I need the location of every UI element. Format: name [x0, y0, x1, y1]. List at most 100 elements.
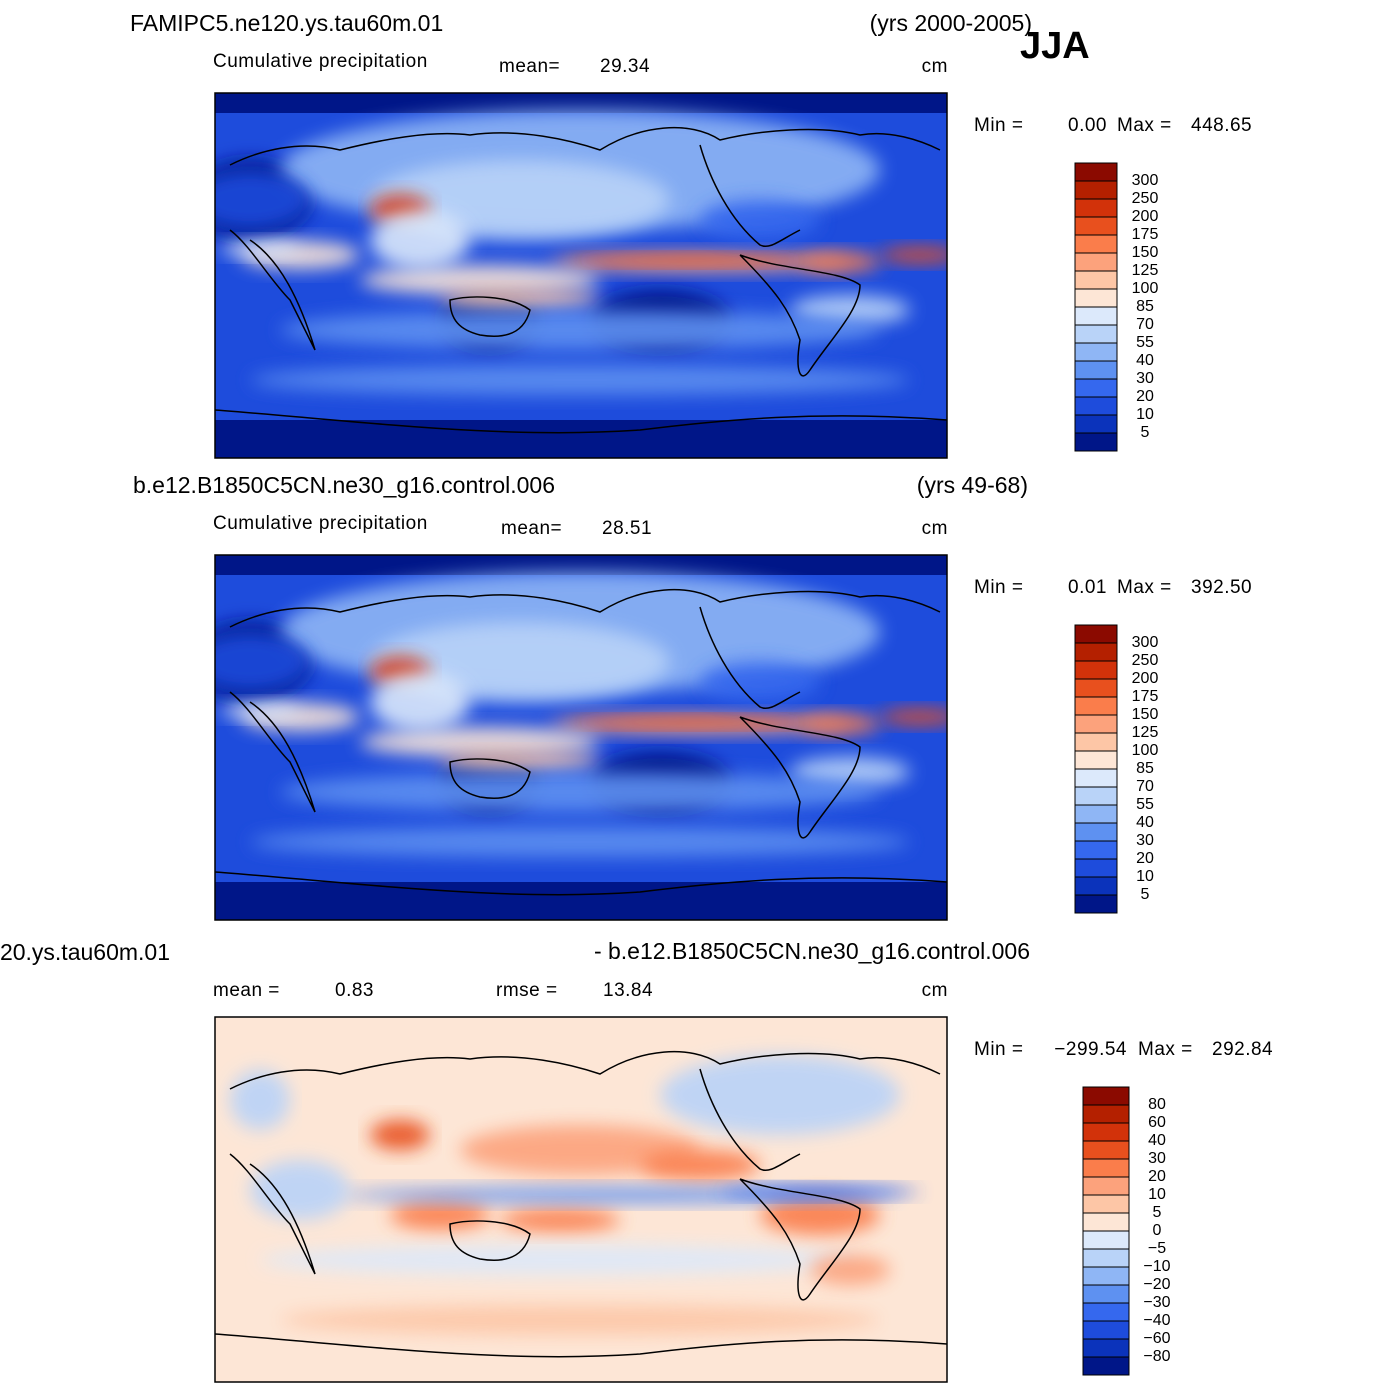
field-region — [250, 1160, 350, 1220]
years: (yrs 2000-2005) — [870, 10, 1032, 36]
field-region — [760, 1195, 880, 1235]
stat-value: 28.51 — [602, 518, 652, 539]
units: cm — [922, 980, 948, 1001]
colorbar-box — [1074, 660, 1118, 680]
coastline — [449, 758, 531, 799]
map — [215, 93, 947, 458]
colorbar-box — [1082, 1248, 1130, 1268]
stat-value: 0.83 — [335, 980, 374, 1001]
coastline — [229, 588, 941, 628]
colorbar-label: −30 — [1143, 1294, 1170, 1311]
units: cm — [922, 56, 948, 77]
colorbar-box — [1082, 1158, 1130, 1178]
coastline — [229, 1153, 316, 1275]
field-region — [800, 252, 880, 272]
coastline — [229, 126, 941, 166]
field-region — [720, 1186, 920, 1198]
field-region — [250, 365, 910, 395]
field-region — [280, 772, 880, 812]
min-label: Min = — [974, 115, 1024, 136]
colorbar-label: 5 — [1141, 424, 1150, 441]
colorbar-label: 20 — [1136, 388, 1154, 405]
field-region — [250, 827, 910, 857]
field-region — [280, 310, 880, 350]
colorbar-box — [1074, 396, 1118, 416]
colorbar-label: −80 — [1143, 1348, 1170, 1365]
field-region — [440, 290, 600, 310]
field-region — [390, 1200, 490, 1230]
stat-value: 29.34 — [600, 56, 650, 77]
map — [215, 555, 947, 920]
colorbar-label: 20 — [1136, 850, 1154, 867]
colorbar-box — [1082, 1356, 1130, 1376]
colorbar-label: 200 — [1132, 670, 1159, 687]
colorbar-label: 175 — [1132, 226, 1159, 243]
field-region — [260, 1245, 860, 1275]
field-region — [370, 1120, 430, 1150]
colorbar-label: 85 — [1136, 298, 1154, 315]
colorbar-box — [1074, 804, 1118, 824]
colorbar-label: 100 — [1132, 280, 1159, 297]
colorbar-label: −5 — [1148, 1240, 1166, 1257]
colorbar-box — [1074, 714, 1118, 734]
colorbar-label: 30 — [1136, 832, 1154, 849]
colorbar-box — [1074, 624, 1118, 644]
coastline — [739, 716, 861, 839]
coastline — [449, 296, 531, 337]
colorbar-box — [1074, 180, 1118, 200]
coastline — [229, 691, 316, 813]
colorbar-label: −20 — [1143, 1276, 1170, 1293]
colorbar-label: 0 — [1153, 1222, 1162, 1239]
colorbar-box — [1074, 432, 1118, 452]
season: JJA — [1020, 25, 1090, 67]
field-region — [880, 247, 947, 263]
stat-value: 13.84 — [603, 980, 653, 1001]
colorbar-box — [1082, 1140, 1130, 1160]
colorbar-box — [1074, 786, 1118, 806]
min-value: 0.00 — [1068, 115, 1107, 136]
field-region — [810, 1255, 890, 1285]
max-label: Max = — [1117, 577, 1172, 598]
polar-band — [215, 93, 947, 113]
field-region — [700, 662, 820, 702]
colorbar-label: 250 — [1132, 652, 1159, 669]
colorbar-label: 200 — [1132, 208, 1159, 225]
colorbar-label: 300 — [1132, 634, 1159, 651]
colorbar-label: 85 — [1136, 760, 1154, 777]
colorbar-box — [1074, 414, 1118, 434]
coastline — [699, 144, 801, 247]
coastline — [699, 606, 801, 709]
colorbar-box — [1074, 234, 1118, 254]
colorbar-box — [1074, 360, 1118, 380]
colorbar-label: 250 — [1132, 190, 1159, 207]
field-region — [370, 672, 470, 732]
field-region — [700, 200, 820, 240]
coastline — [215, 871, 947, 896]
coastline — [449, 1220, 531, 1261]
colorbar-label: 175 — [1132, 688, 1159, 705]
colorbar-box — [1074, 306, 1118, 326]
colorbar-box — [1082, 1338, 1130, 1358]
colorbar-box — [1082, 1230, 1130, 1250]
colorbar-label: 150 — [1132, 706, 1159, 723]
colorbar-box — [1074, 678, 1118, 698]
units: cm — [922, 518, 948, 539]
coastline — [215, 409, 947, 434]
colorbar-label: 55 — [1136, 796, 1154, 813]
colorbar-box — [1074, 750, 1118, 770]
colorbar-label: 300 — [1132, 172, 1159, 189]
max-label: Max = — [1117, 115, 1172, 136]
colorbar-label: 70 — [1136, 316, 1154, 333]
colorbar-box — [1074, 252, 1118, 272]
field-region — [230, 1070, 290, 1130]
field-region — [880, 709, 947, 725]
colorbar-box — [1082, 1176, 1130, 1196]
colorbar-box — [1082, 1086, 1130, 1106]
coastline — [215, 1333, 947, 1358]
colorbar-box — [1082, 1194, 1130, 1214]
field-region — [790, 757, 910, 787]
colorbar-box — [1074, 858, 1118, 878]
colorbar-box — [1074, 768, 1118, 788]
case-name: b.e12.B1850C5CN.ne30_g16.control.006 — [133, 472, 555, 498]
max-label: Max = — [1138, 1039, 1193, 1060]
